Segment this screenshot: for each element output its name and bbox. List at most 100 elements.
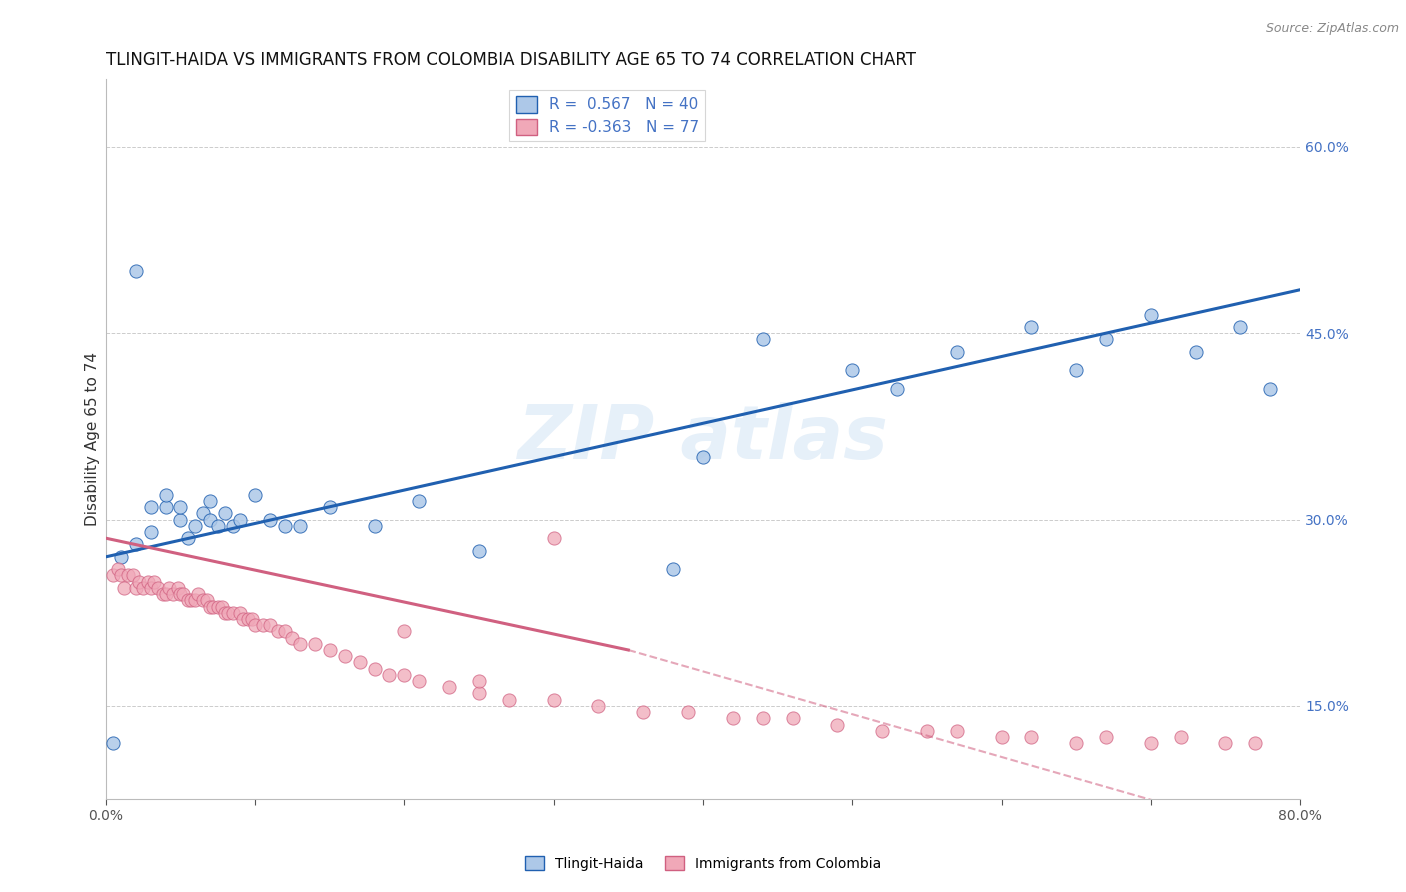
Point (177, 531, 200, 545)
Point (915, 723, 938, 738)
Point (207, 599, 229, 614)
Point (214, 606, 236, 620)
Point (1258, 382, 1281, 396)
Point (886, 382, 908, 396)
Text: Source: ZipAtlas.com: Source: ZipAtlas.com (1265, 22, 1399, 36)
Point (155, 500, 177, 515)
Point (543, 531, 565, 545)
Point (319, 643, 342, 657)
Point (1021, 320, 1043, 334)
Point (169, 587, 191, 601)
Point (180, 593, 202, 607)
Text: ZIP atlas: ZIP atlas (517, 402, 889, 475)
Point (139, 500, 162, 515)
Point (184, 593, 207, 607)
Point (128, 574, 150, 589)
Point (252, 618, 274, 632)
Point (363, 662, 385, 676)
Point (217, 606, 239, 620)
Point (1095, 730, 1118, 744)
Point (110, 568, 132, 582)
Point (468, 686, 491, 700)
Point (229, 606, 252, 620)
Point (266, 624, 288, 639)
Point (468, 543, 491, 558)
Point (633, 705, 655, 719)
Point (136, 574, 159, 589)
Point (408, 674, 430, 689)
Point (1244, 736, 1267, 750)
Y-axis label: Disability Age 65 to 74: Disability Age 65 to 74 (86, 351, 100, 525)
Point (169, 500, 191, 515)
Point (945, 344, 967, 359)
Text: TLINGIT-HAIDA VS IMMIGRANTS FROM COLOMBIA DISABILITY AGE 65 TO 74 CORRELATION CH: TLINGIT-HAIDA VS IMMIGRANTS FROM COLOMBI… (105, 51, 915, 69)
Point (394, 624, 416, 639)
Point (117, 568, 139, 582)
Point (191, 507, 214, 521)
Point (281, 631, 304, 645)
Point (259, 618, 281, 632)
Point (274, 518, 297, 533)
Point (870, 723, 893, 738)
Point (243, 618, 266, 632)
Point (288, 518, 311, 533)
Point (139, 524, 162, 539)
Point (1021, 730, 1043, 744)
Legend: R =  0.567   N = 40, R = -0.363   N = 77: R = 0.567 N = 40, R = -0.363 N = 77 (509, 90, 706, 142)
Point (132, 581, 155, 595)
Point (169, 512, 191, 526)
Point (222, 518, 245, 533)
Point (498, 692, 520, 706)
Point (191, 593, 214, 607)
Point (125, 581, 148, 595)
Point (211, 599, 233, 614)
Point (468, 674, 491, 689)
Point (200, 494, 222, 508)
Point (394, 668, 416, 682)
Point (103, 736, 125, 750)
Point (232, 612, 254, 626)
Point (125, 264, 148, 278)
Point (349, 656, 371, 670)
Point (1064, 363, 1087, 377)
Point (195, 593, 218, 607)
Point (304, 637, 326, 651)
Point (112, 581, 135, 595)
Point (202, 599, 225, 614)
Point (1215, 736, 1237, 750)
Point (333, 649, 356, 664)
Point (437, 680, 460, 694)
Point (288, 637, 311, 651)
Point (782, 711, 804, 725)
Point (142, 574, 165, 589)
Point (107, 562, 129, 576)
Point (588, 698, 610, 713)
Point (721, 711, 744, 725)
Point (543, 692, 565, 706)
Point (676, 705, 699, 719)
Point (1229, 320, 1251, 334)
Point (1139, 736, 1161, 750)
Point (184, 518, 207, 533)
Point (200, 599, 222, 614)
Point (222, 606, 245, 620)
Point (162, 587, 184, 601)
Point (166, 581, 188, 595)
Point (363, 518, 385, 533)
Point (1064, 736, 1087, 750)
Point (155, 488, 177, 502)
Point (751, 333, 773, 347)
Point (990, 730, 1012, 744)
Point (319, 500, 342, 515)
Point (229, 512, 252, 526)
Point (236, 612, 259, 626)
Point (157, 581, 180, 595)
Point (662, 562, 685, 576)
Point (274, 624, 297, 639)
Point (827, 717, 849, 731)
Point (155, 587, 177, 601)
Point (240, 612, 263, 626)
Point (1184, 344, 1206, 359)
Point (378, 668, 401, 682)
Point (103, 568, 125, 582)
